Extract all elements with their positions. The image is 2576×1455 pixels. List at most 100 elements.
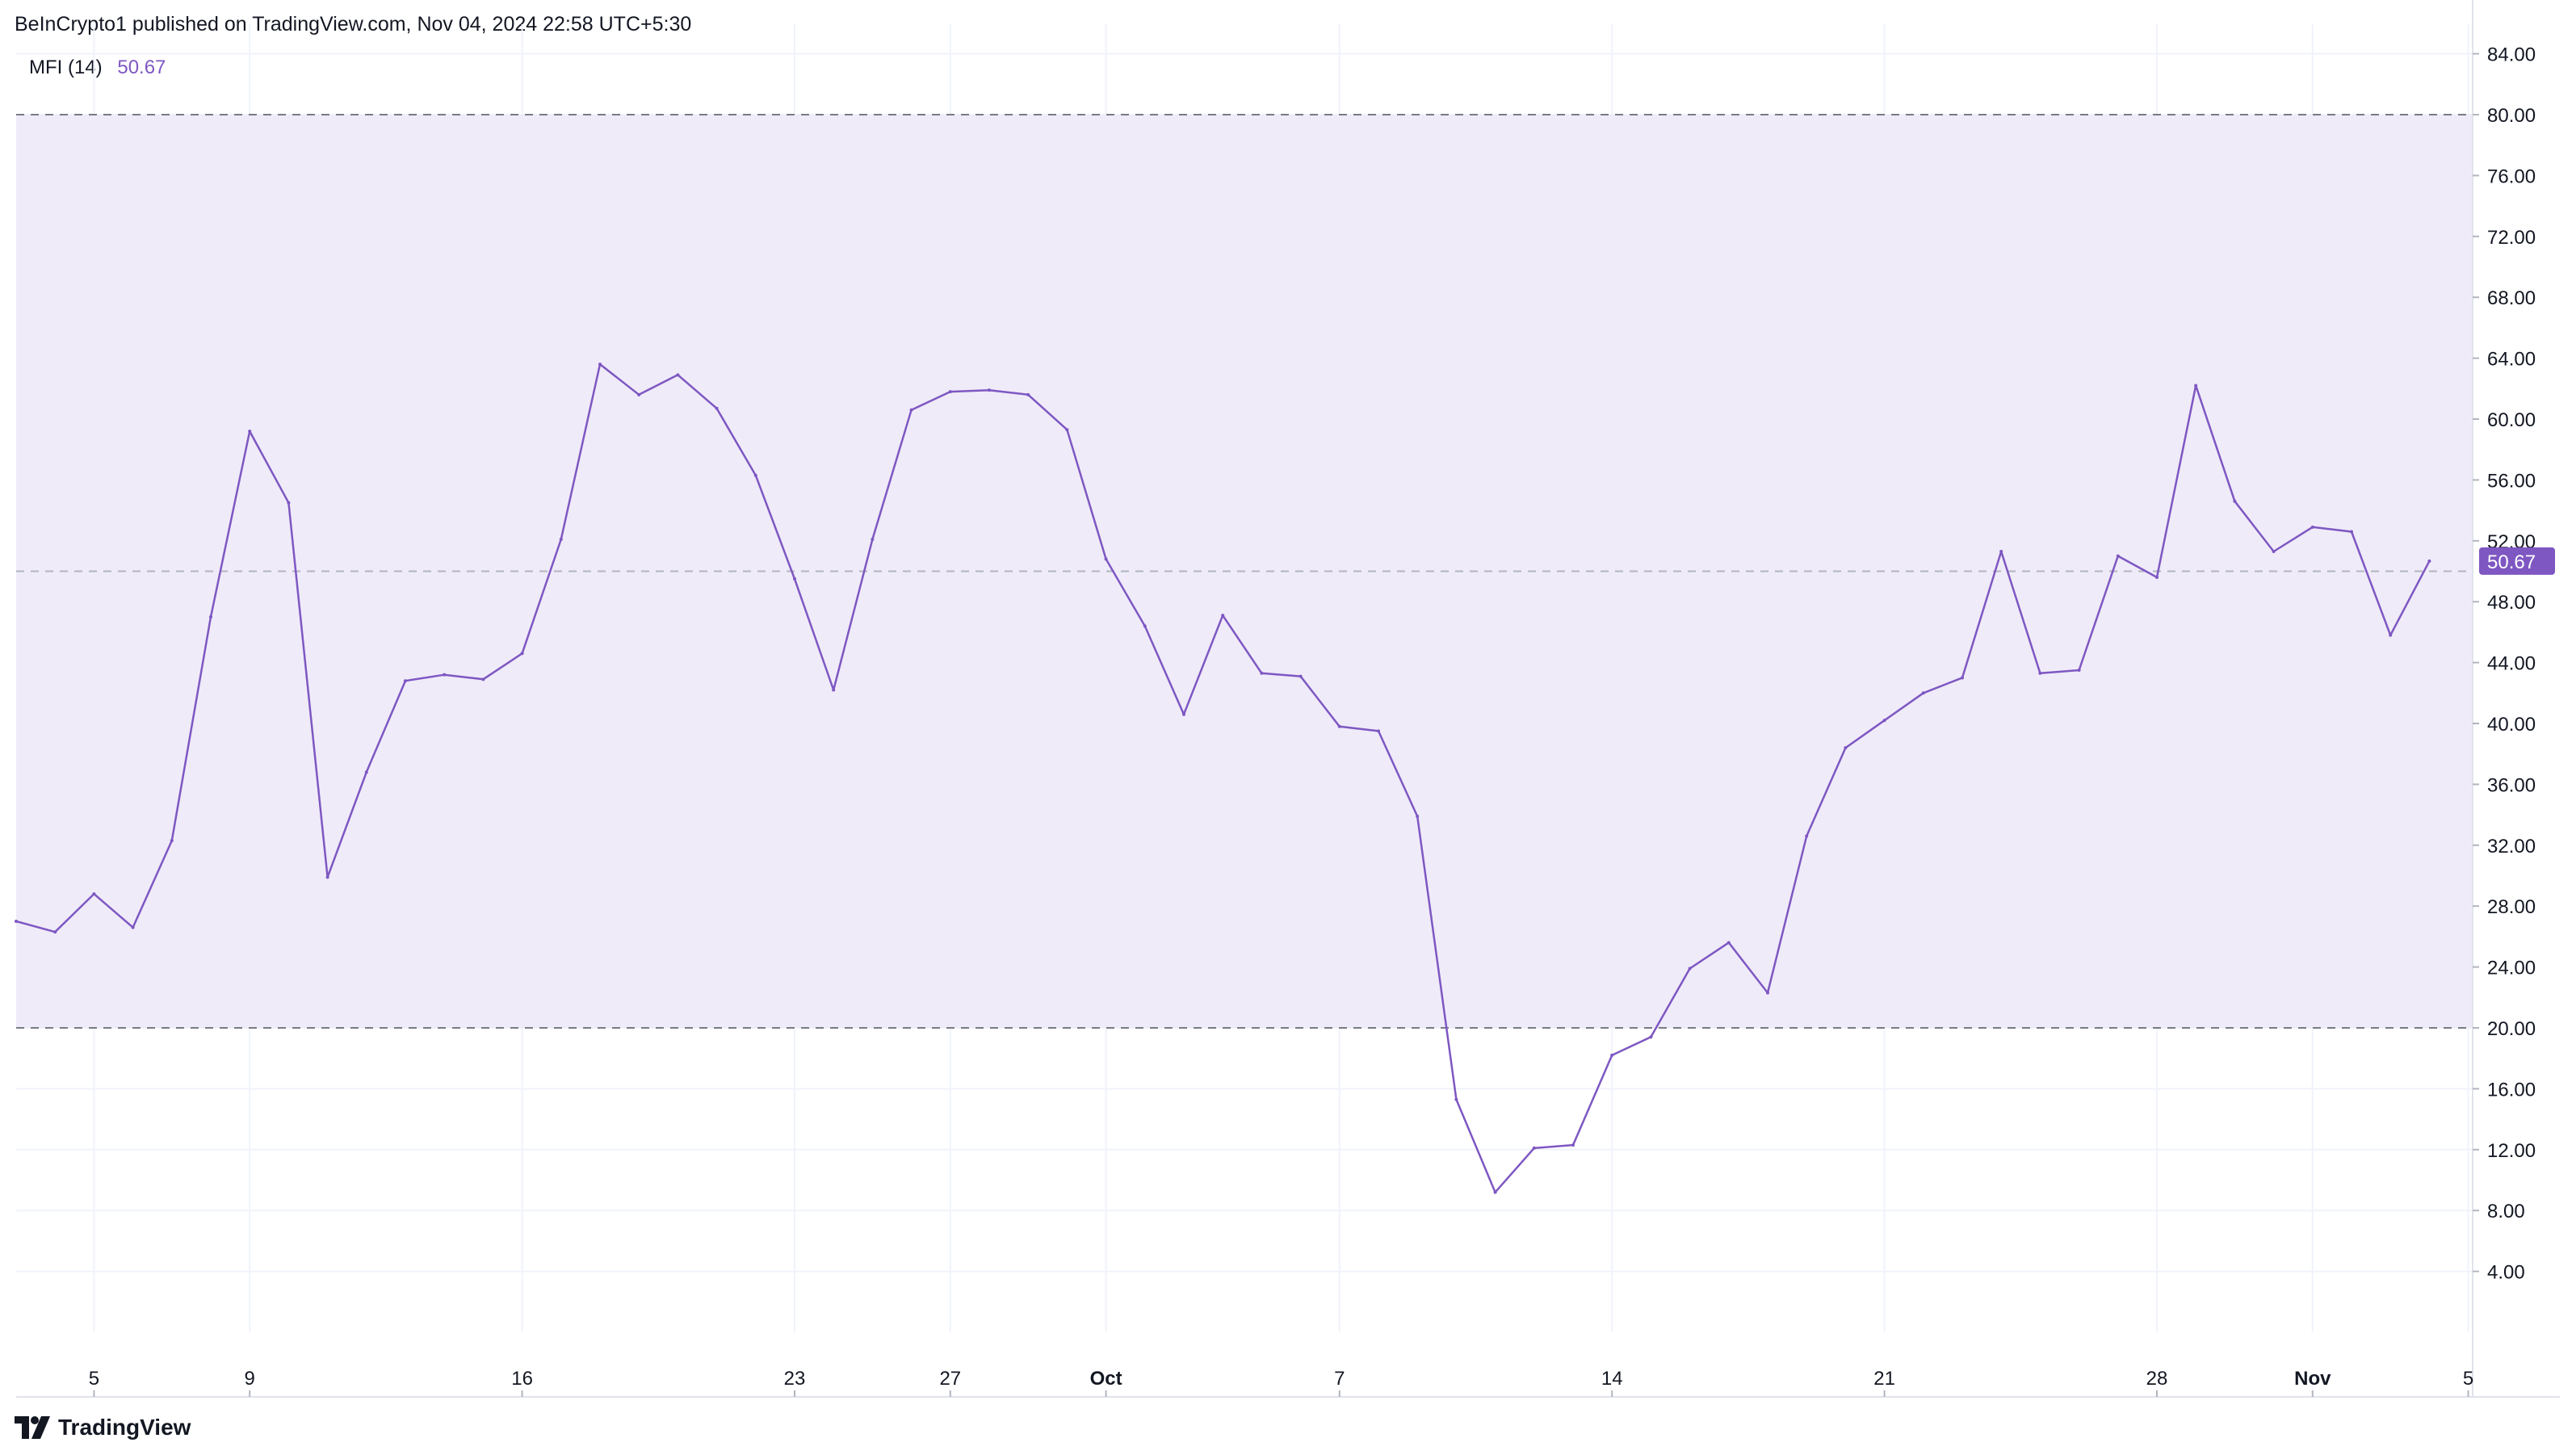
y-tick-label: 24.00 bbox=[2487, 958, 2536, 979]
mfi-point bbox=[1337, 724, 1341, 728]
mfi-point bbox=[1961, 676, 1964, 680]
x-tick-label: 5 bbox=[89, 1368, 99, 1390]
mfi-point bbox=[793, 577, 796, 581]
mfi-point bbox=[1999, 549, 2003, 553]
mfi-point bbox=[1221, 614, 1225, 618]
mfi-point bbox=[443, 673, 447, 677]
mfi-point bbox=[1065, 428, 1069, 432]
y-tick-label: 64.00 bbox=[2487, 349, 2536, 371]
mfi-point bbox=[909, 408, 913, 412]
mfi-point bbox=[1921, 691, 1925, 695]
y-tick-label: 8.00 bbox=[2487, 1201, 2525, 1222]
last-value-tag: 50.67 bbox=[2479, 547, 2555, 575]
mfi-point bbox=[92, 892, 96, 896]
mfi-point bbox=[520, 652, 524, 656]
y-tick-label: 60.00 bbox=[2487, 409, 2536, 431]
x-tick-label: Oct bbox=[1090, 1368, 1122, 1390]
publisher-caption: BeInCrypto1 published on TradingView.com… bbox=[15, 13, 692, 36]
mfi-point bbox=[15, 920, 18, 924]
x-tick-label: 7 bbox=[1334, 1368, 1345, 1390]
mfi-point bbox=[2310, 525, 2314, 529]
x-ticks-layer: 5 9 16 23 27 Oct 7 14 21 28 Nov 5 bbox=[89, 1368, 2473, 1397]
y-tick-label: 40.00 bbox=[2487, 714, 2536, 736]
mfi-point bbox=[1882, 719, 1886, 723]
y-tick-label: 76.00 bbox=[2487, 166, 2536, 187]
y-ticks-layer: 4.00 8.00 12.00 16.00 20.00 24.00 28.00 32.00 36… bbox=[2473, 0, 2536, 1284]
mfi-point bbox=[1104, 557, 1108, 561]
x-tick-label: 21 bbox=[1873, 1368, 1895, 1390]
mfi-point bbox=[832, 688, 836, 692]
tradingview-logo[interactable]: TradingView bbox=[15, 1415, 191, 1440]
mfi-point bbox=[1532, 1146, 1536, 1150]
y-tick-label: 36.00 bbox=[2487, 774, 2536, 796]
mfi-point bbox=[676, 373, 680, 377]
mfi-point bbox=[325, 875, 329, 879]
x-tick-label: 14 bbox=[1601, 1368, 1623, 1390]
mfi-point bbox=[364, 770, 368, 774]
points-layer bbox=[15, 363, 2431, 1194]
mfi-point bbox=[1416, 814, 1420, 818]
indicator-value: 50.67 bbox=[117, 57, 166, 78]
y-tick-label: 20.00 bbox=[2487, 1018, 2536, 1040]
y-tick-label: 56.00 bbox=[2487, 470, 2536, 492]
mfi-point bbox=[1649, 1035, 1653, 1039]
mfi-point bbox=[404, 679, 407, 683]
mfi-point bbox=[53, 930, 57, 934]
tradingview-icon bbox=[15, 1416, 50, 1439]
mfi-point bbox=[715, 406, 719, 410]
x-tick-label: 5 bbox=[2463, 1368, 2473, 1390]
y-tick-label: 84.00 bbox=[2487, 44, 2536, 66]
y-tick-label: 44.00 bbox=[2487, 653, 2536, 675]
mfi-point bbox=[1454, 1097, 1458, 1101]
mfi-point bbox=[1610, 1053, 1614, 1057]
mfi-point bbox=[1260, 671, 1264, 675]
mfi-point bbox=[1377, 729, 1380, 733]
mfi-point bbox=[2389, 633, 2393, 637]
y-tick-label: 68.00 bbox=[2487, 287, 2536, 309]
mfi-point bbox=[1298, 674, 1303, 678]
x-tick-label: 23 bbox=[784, 1368, 806, 1390]
indicator-name: MFI (14) bbox=[29, 57, 103, 78]
mfi-point bbox=[2038, 671, 2042, 675]
mfi-point bbox=[559, 537, 563, 541]
mfi-point bbox=[637, 392, 641, 396]
y-tick-label: 4.00 bbox=[2487, 1262, 2525, 1284]
x-tick-label: 27 bbox=[939, 1368, 961, 1390]
mfi-point bbox=[1805, 834, 1809, 838]
mfi-point bbox=[1571, 1143, 1575, 1147]
mfi-point bbox=[2427, 559, 2431, 563]
indicator-legend[interactable]: MFI (14) 50.67 bbox=[29, 57, 166, 79]
mfi-point bbox=[948, 390, 952, 394]
x-tick-label: 9 bbox=[245, 1368, 255, 1390]
mfi-point bbox=[1726, 941, 1731, 945]
tradingview-wordmark: TradingView bbox=[58, 1415, 191, 1440]
y-tick-label: 28.00 bbox=[2487, 896, 2536, 918]
mfi-point bbox=[170, 839, 174, 843]
y-tick-label: 32.00 bbox=[2487, 836, 2536, 857]
mfi-point bbox=[598, 363, 602, 367]
mfi-point bbox=[1143, 624, 1147, 628]
x-tick-label: 16 bbox=[511, 1368, 533, 1390]
x-tick-label: Nov bbox=[2294, 1368, 2331, 1390]
y-tick-label: 88.00 bbox=[2487, 0, 2536, 5]
y-tick-label: 80.00 bbox=[2487, 105, 2536, 127]
mfi-point bbox=[1844, 746, 1848, 750]
mfi-point bbox=[1688, 967, 1692, 971]
mfi-point bbox=[1182, 712, 1185, 716]
mfi-point bbox=[1493, 1190, 1497, 1194]
x-tick-label: 28 bbox=[2146, 1368, 2168, 1390]
mfi-point bbox=[871, 537, 875, 541]
mfi-point bbox=[2194, 384, 2198, 388]
mfi-point bbox=[1026, 392, 1030, 396]
mfi-point bbox=[1766, 991, 1769, 995]
mfi-point bbox=[131, 925, 135, 929]
mfi-point bbox=[753, 473, 757, 477]
mfi-point bbox=[2350, 530, 2353, 534]
mfi-point bbox=[481, 677, 485, 681]
mfi-point bbox=[2272, 549, 2276, 553]
y-tick-label: 16.00 bbox=[2487, 1079, 2536, 1101]
last-value-label: 50.67 bbox=[2487, 551, 2536, 573]
mfi-point bbox=[2233, 499, 2237, 503]
mfi-point bbox=[248, 430, 252, 434]
